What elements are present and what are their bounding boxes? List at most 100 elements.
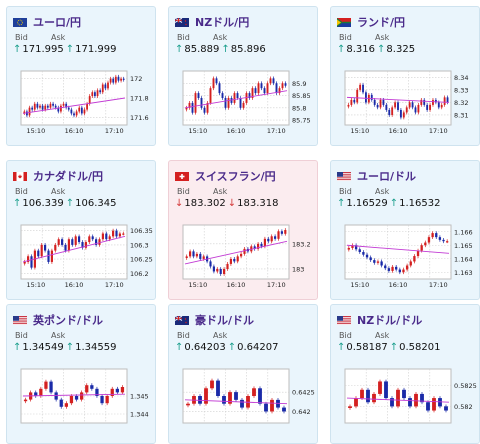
chart-container[interactable]: 183.2 183 15:10 16:10 17:10 xyxy=(169,217,317,299)
rate-card[interactable]: ランド/円 Bid Ask ↑ 8.316 ↑ 8.325 8.34 8.33 8.32 8.31 1… xyxy=(330,6,480,146)
candle-body xyxy=(219,268,222,274)
candle-body xyxy=(88,236,91,243)
rate-card[interactable]: 英ポンド/ドル Bid Ask ↑ 1.34549 ↑ 1.34559 1.345 1.344 xyxy=(6,304,156,444)
currency-pair-title[interactable]: スイスフラン/円 xyxy=(195,170,276,183)
chart-container[interactable]: 0.5825 0.582 xyxy=(331,361,479,443)
currency-pair-title[interactable]: 英ポンド/ドル xyxy=(33,314,104,327)
currency-pair-title[interactable]: カナダドル/円 xyxy=(33,170,104,183)
candle-body xyxy=(408,398,412,407)
candle-body xyxy=(376,261,380,263)
y-tick-label: 85.8 xyxy=(292,104,306,112)
rate-card[interactable]: スイスフラン/円 Bid Ask ↓ 183.302 ↓ 183.318 183.2 183 15… xyxy=(168,160,318,300)
chart-container[interactable]: 1.345 1.344 xyxy=(7,361,155,443)
candle-body xyxy=(420,393,424,403)
candlestick-chart: 85.9 85.85 85.8 85.75 15:10 16:10 17:10 xyxy=(182,70,311,135)
candle-body xyxy=(70,109,73,114)
y-tick-label: 8.32 xyxy=(454,99,468,107)
bid-value: 183.302 xyxy=(184,198,226,209)
currency-pair-title[interactable]: 豪ドル/ドル xyxy=(195,314,255,327)
chart-container[interactable]: 1.166 1.165 1.164 1.163 15:10 16:10 17:10 xyxy=(331,217,479,299)
candle-body xyxy=(413,256,416,262)
candle-body xyxy=(242,102,245,108)
candle-body xyxy=(397,102,399,110)
flag-icon xyxy=(337,171,351,181)
moving-average-line xyxy=(22,97,126,114)
chart-container[interactable]: 106.35 106.3 106.25 106.2 15:10 16:10 17:10 xyxy=(7,217,155,299)
candle-body xyxy=(39,388,43,396)
rate-card[interactable]: ユーロ/円 Bid Ask ↑ 171.995 ↑ 171.999 172 171.8 171.6… xyxy=(6,6,156,146)
candle-body xyxy=(446,241,449,243)
moving-average-line xyxy=(184,90,288,109)
ask-value: 0.64207 xyxy=(237,342,279,353)
candle-body xyxy=(370,94,373,100)
arrow-up-icon: ↑ xyxy=(337,44,346,55)
bid-ask-values: ↑ 0.58187 ↑ 0.58201 xyxy=(337,342,441,353)
candle-body xyxy=(78,107,81,112)
rate-card[interactable]: ユーロ/ドル Bid Ask ↑ 1.16529 ↑ 1.16532 1.166 1.165 1.… xyxy=(330,160,480,300)
card-header[interactable]: NZドル/円 xyxy=(175,15,249,29)
candle-body xyxy=(360,389,364,399)
candle-body xyxy=(227,98,230,108)
bid-value-wrap: ↑ 1.16529 xyxy=(337,198,388,209)
x-tick-label: 17:10 xyxy=(105,281,124,289)
card-header[interactable]: ランド/円 xyxy=(337,15,405,29)
rate-card[interactable]: 豪ドル/ドル Bid Ask ↑ 0.64203 ↑ 0.64207 0.6425 0.642 xyxy=(168,304,318,444)
candle-body xyxy=(266,83,269,94)
candle-body xyxy=(239,98,242,108)
chart-container[interactable]: 172 171.8 171.6 15:10 16:10 17:10 xyxy=(7,63,155,145)
candle-body xyxy=(376,104,379,108)
ask-label: Ask xyxy=(213,331,228,340)
card-header[interactable]: ユーロ/円 xyxy=(13,15,81,29)
bid-ask-labels: Bid Ask xyxy=(177,187,249,196)
card-header[interactable]: スイスフラン/円 xyxy=(175,169,276,183)
candle-body xyxy=(221,93,224,98)
arrow-up-icon: ↑ xyxy=(389,342,399,353)
currency-pair-title[interactable]: ユーロ/円 xyxy=(33,16,82,29)
candle-body xyxy=(199,253,202,259)
candle-body xyxy=(416,250,420,257)
candle-body xyxy=(398,269,401,273)
card-header[interactable]: 豪ドル/ドル xyxy=(175,313,254,327)
candle-body xyxy=(120,78,122,81)
card-header[interactable]: 英ポンド/ドル xyxy=(13,313,103,327)
rate-card[interactable]: NZドル/円 Bid Ask ↑ 85.889 ↑ 85.896 85.9 85.85 85.8 8… xyxy=(168,6,318,146)
candle-body xyxy=(373,260,376,263)
candle-body xyxy=(86,103,88,110)
bid-value: 171.995 xyxy=(22,44,64,55)
candle-body xyxy=(34,392,38,396)
candle-body xyxy=(78,236,81,243)
x-tick-label: 17:10 xyxy=(267,281,286,289)
currency-pair-title[interactable]: ユーロ/ドル xyxy=(357,170,417,183)
candle-body xyxy=(229,258,232,264)
candle-body xyxy=(240,399,244,408)
candle-body xyxy=(101,84,104,93)
card-header[interactable]: ユーロ/ドル xyxy=(337,169,416,183)
rate-card[interactable]: NZドル/ドル Bid Ask ↑ 0.58187 ↑ 0.58201 0.5825 0.582 xyxy=(330,304,480,444)
candle-body xyxy=(54,244,57,251)
bid-value: 8.316 xyxy=(346,44,376,55)
candle-body xyxy=(118,233,121,237)
currency-pair-title[interactable]: ランド/円 xyxy=(357,16,406,29)
ask-value: 1.16532 xyxy=(399,198,441,209)
chart-container[interactable]: 8.34 8.33 8.32 8.31 15:10 16:10 17:10 xyxy=(331,63,479,145)
chart-container[interactable]: 0.6425 0.642 xyxy=(169,361,317,443)
candle-body xyxy=(117,76,120,81)
moving-average-line xyxy=(22,235,126,263)
candle-body xyxy=(396,389,400,407)
card-header[interactable]: NZドル/ドル xyxy=(337,313,422,327)
currency-pair-title[interactable]: NZドル/円 xyxy=(195,16,250,29)
candle-body xyxy=(36,103,39,108)
rate-card[interactable]: カナダドル/円 Bid Ask ↑ 106.339 ↑ 106.345 106.35 106.3… xyxy=(6,160,156,300)
ask-value: 8.325 xyxy=(386,44,416,55)
candle-body xyxy=(434,99,437,103)
candle-body xyxy=(27,256,30,262)
y-tick-label: 8.34 xyxy=(454,74,468,82)
bid-ask-values: ↑ 1.34549 ↑ 1.34559 xyxy=(13,342,117,353)
candle-body xyxy=(69,396,74,404)
card-header[interactable]: カナダドル/円 xyxy=(13,169,103,183)
bid-ask-values: ↑ 85.889 ↑ 85.896 xyxy=(175,44,266,55)
ask-value-wrap: ↑ 1.34559 xyxy=(66,342,117,353)
chart-container[interactable]: 85.9 85.85 85.8 85.75 15:10 16:10 17:10 xyxy=(169,63,317,145)
candle-body xyxy=(351,245,354,248)
currency-pair-title[interactable]: NZドル/ドル xyxy=(357,314,423,327)
